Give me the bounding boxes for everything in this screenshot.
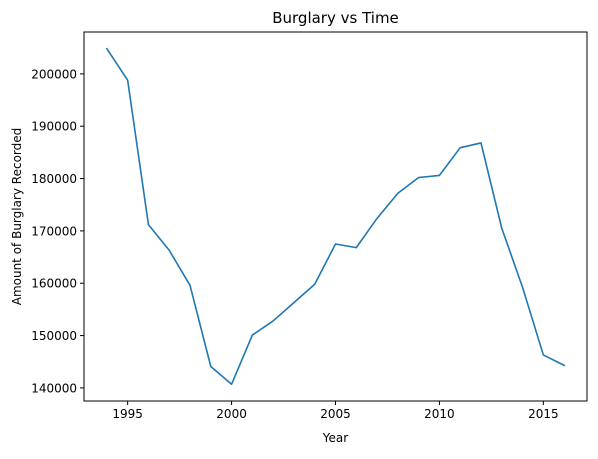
y-tick-label: 140000 (31, 381, 77, 395)
x-tick-label: 2000 (216, 407, 247, 421)
y-tick-label: 170000 (31, 224, 77, 238)
y-tick-label: 180000 (31, 172, 77, 186)
y-tick-label: 200000 (31, 67, 77, 81)
y-tick-label: 160000 (31, 277, 77, 291)
y-tick-label: 150000 (31, 329, 77, 343)
x-tick-label: 1995 (112, 407, 143, 421)
x-tick-label: 2015 (528, 407, 559, 421)
y-axis-label: Amount of Burglary Recorded (10, 128, 24, 306)
plot-area (105, 47, 566, 386)
x-axis-label: Year (322, 431, 348, 445)
chart-title: Burglary vs Time (272, 9, 399, 27)
series-line (105, 47, 566, 386)
x-tick-label: 2005 (320, 407, 351, 421)
plot-frame (83, 31, 588, 402)
x-tick-label: 2010 (424, 407, 455, 421)
y-tick-label: 190000 (31, 120, 77, 134)
